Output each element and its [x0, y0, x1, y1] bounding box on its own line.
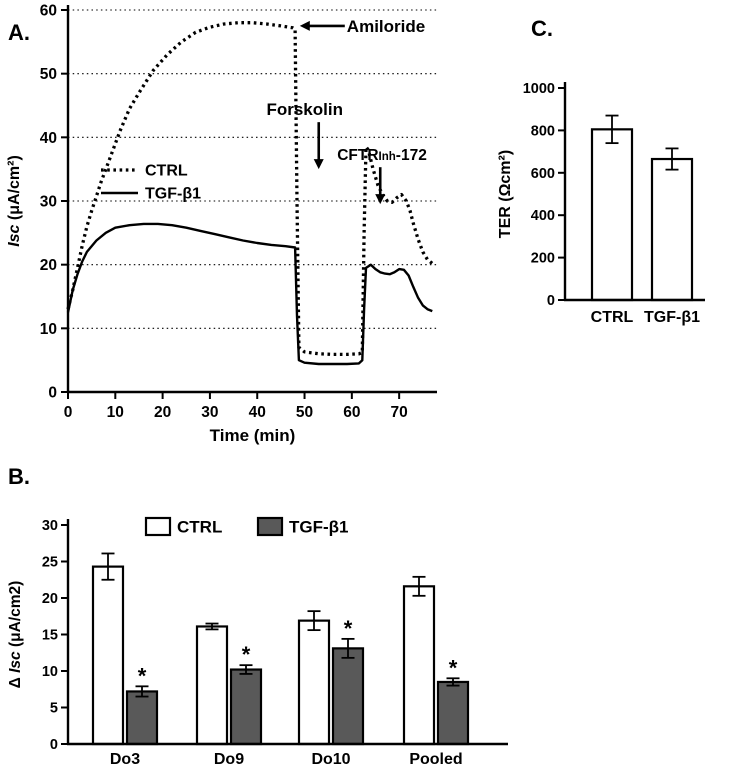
bar-CTRL-Do9: [195, 625, 229, 746]
panel-b-label: B.: [8, 464, 30, 489]
y-tick-label: 10: [40, 321, 57, 338]
y-axis-title: Isc (μA/cm²): [6, 155, 23, 247]
significance-star: *: [242, 642, 251, 667]
bar-TGF-β1-Do3: [125, 690, 159, 746]
category-label: CTRL: [591, 309, 634, 326]
y-tick-label: 5: [50, 701, 58, 717]
y-tick-label: 25: [42, 555, 58, 571]
y-axis-title: TER (Ωcm²): [497, 150, 514, 238]
trace-CTRL: [66, 21, 434, 357]
legend-swatch: [256, 516, 284, 537]
y-tick-label: 400: [531, 208, 555, 224]
category-label: Pooled: [409, 751, 462, 768]
annotation-arrow-head: [299, 20, 310, 31]
y-tick-label: 30: [40, 194, 57, 211]
legend-label: CTRL: [145, 163, 188, 180]
x-axis-title: Time (min): [210, 426, 296, 445]
bar-CTRL-Do3: [91, 565, 125, 746]
y-tick-label: 600: [531, 166, 555, 182]
legend-label: TGF-β1: [145, 186, 201, 203]
bar-TGF-β1-Do9: [229, 668, 263, 746]
annotation-text: Forskolin: [266, 100, 343, 119]
y-tick-label: 20: [42, 591, 58, 607]
x-tick-label: 20: [154, 404, 171, 421]
bar-TGF-β1-Pooled: [436, 680, 470, 746]
legend-label: TGF-β1: [289, 518, 348, 537]
x-tick-label: 60: [343, 404, 360, 421]
annotation-arrow-head: [313, 159, 324, 170]
significance-star: *: [449, 655, 458, 680]
y-tick-label: 60: [40, 3, 57, 20]
legend-swatch: [144, 516, 172, 537]
y-axis-title: Δ Isc (μA/cm2): [7, 581, 24, 689]
significance-star: *: [138, 663, 147, 688]
y-tick-label: 800: [531, 123, 555, 139]
bar-CTRL-Pooled: [402, 585, 436, 746]
x-tick-label: 10: [107, 404, 124, 421]
panel-c-label: C.: [531, 16, 553, 41]
y-tick-label: 0: [48, 385, 57, 402]
legend-label: CTRL: [177, 518, 222, 537]
annotation-arrow-head: [375, 194, 386, 205]
y-tick-label: 30: [42, 518, 58, 534]
significance-star: *: [344, 616, 353, 641]
panel-a-label: A.: [8, 20, 30, 45]
y-tick-label: 0: [547, 293, 555, 309]
x-tick-label: 0: [64, 404, 73, 421]
y-tick-label: 0: [50, 737, 58, 753]
x-tick-label: 50: [296, 404, 313, 421]
y-tick-label: 200: [531, 251, 555, 267]
y-tick-label: 40: [40, 130, 57, 147]
annotation-text: Amiloride: [347, 17, 425, 36]
bar-TER-TGF-β1: [650, 157, 694, 302]
x-tick-label: 70: [391, 404, 408, 421]
bar-CTRL-Do10: [297, 619, 331, 746]
panel-b-bar-chart: * * * * 0 5 10 15 20 25 30 Δ Isc (μA/cm2) Do3 Do9 Do10…: [7, 516, 508, 768]
y-tick-label: 15: [42, 628, 58, 644]
x-tick-label: 30: [201, 404, 218, 421]
bar-TER-CTRL: [590, 128, 634, 302]
bar-TGF-β1-Do10: [331, 647, 365, 746]
panel-a-line-chart: 0 10 20 30 40 50 60 0 10 20 30 40 50 60 70 Time (min) Is…: [6, 3, 437, 445]
trace-TGF-β1: [66, 222, 433, 366]
category-label: Do10: [311, 751, 350, 768]
y-tick-label: 10: [42, 664, 58, 680]
y-tick-label: 20: [40, 257, 57, 274]
y-tick-label: 1000: [523, 81, 555, 97]
category-label: Do3: [110, 751, 140, 768]
category-label: Do9: [214, 751, 244, 768]
annotation-text: CFTRInh-172: [337, 147, 427, 164]
y-tick-label: 50: [40, 66, 57, 83]
panel-c-bar-chart: 0 200 400 600 800 1000 TER (Ωcm²) CTRL TGF-β1: [497, 81, 705, 326]
category-label: TGF-β1: [644, 309, 700, 326]
x-tick-label: 40: [249, 404, 266, 421]
